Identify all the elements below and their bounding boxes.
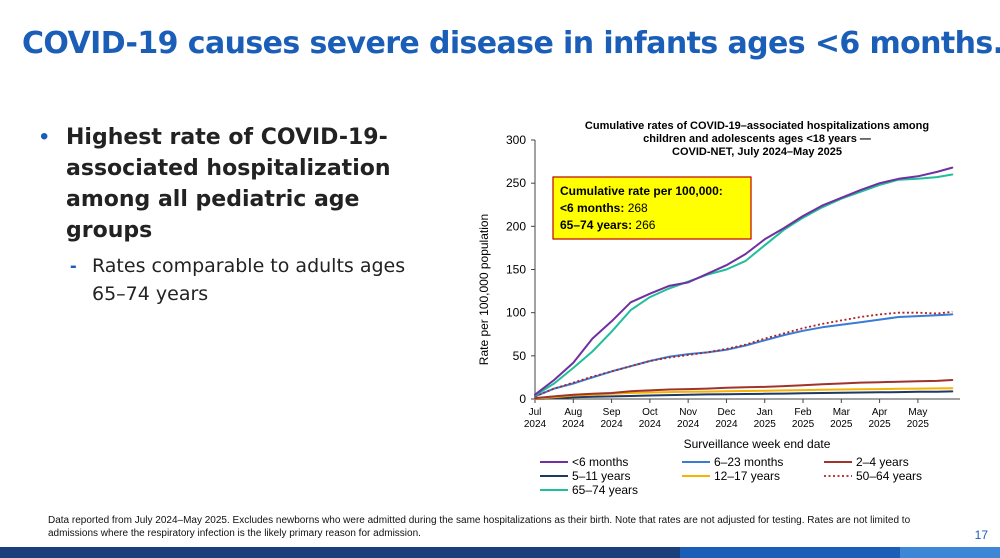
legend-label: 2–4 years xyxy=(856,455,909,469)
y-tick-label: 0 xyxy=(519,392,526,406)
line-chart: Cumulative rates of COVID-19–associated … xyxy=(477,120,960,497)
y-tick-label: 250 xyxy=(506,176,526,190)
x-tick-label-year: 2024 xyxy=(600,419,623,430)
footnote: Data reported from July 2024–May 2025. E… xyxy=(48,515,911,539)
x-tick-label-month: Nov xyxy=(679,407,697,418)
legend-label: 5–11 years xyxy=(572,469,630,483)
annotation-label: <6 months: xyxy=(560,201,628,215)
x-tick-label-month: Dec xyxy=(718,407,736,418)
chart-title-line: Cumulative rates of COVID-19–associated … xyxy=(585,120,929,132)
chart-title-line: children and adolescents ages <18 years … xyxy=(643,133,871,145)
y-tick-label: 100 xyxy=(506,306,526,320)
bullet-sub-text: Rates comparable to adults ages 65–74 ye… xyxy=(92,255,406,305)
annotation-value: 268 xyxy=(628,201,648,215)
bottom-bar-segment xyxy=(0,547,680,558)
y-axis-label: Rate per 100,000 population xyxy=(477,214,491,365)
x-tick-label-month: Apr xyxy=(872,407,888,418)
legend-label: 65–74 years xyxy=(572,483,638,497)
x-tick-label-year: 2024 xyxy=(677,419,700,430)
x-tick-label-year: 2024 xyxy=(562,419,585,430)
bullet-symbol: • xyxy=(40,123,49,150)
series-line-65-74-years xyxy=(534,173,954,397)
x-tick-label-month: Aug xyxy=(564,407,582,418)
annotation-line: 65–74 years: 266 xyxy=(560,218,656,232)
annotation-line: <6 months: 268 xyxy=(560,201,648,215)
chart-title-line: COVID-NET, July 2024–May 2025 xyxy=(672,146,842,158)
x-tick-label-month: Sep xyxy=(603,407,621,418)
bottom-bar xyxy=(0,547,1000,558)
x-tick-label-year: 2025 xyxy=(907,419,930,430)
annotation-value: 266 xyxy=(635,218,655,232)
x-tick-label-year: 2025 xyxy=(830,419,853,430)
bottom-bar-segment xyxy=(900,547,1000,558)
legend-label: 6–23 months xyxy=(714,455,783,469)
annotation-heading: Cumulative rate per 100,000: xyxy=(560,184,723,198)
x-tick-label-year: 2025 xyxy=(754,419,777,430)
bullet-list: • Highest rate of COVID-19-associated ho… xyxy=(40,122,440,308)
x-tick-label-year: 2024 xyxy=(639,419,662,430)
y-tick-label: 300 xyxy=(506,133,526,147)
bullet-main-text: Highest rate of COVID-19-associated hosp… xyxy=(66,125,391,243)
series-line-50-64-years xyxy=(534,310,953,398)
x-tick-label-year: 2024 xyxy=(715,419,738,430)
legend-label: 12–17 years xyxy=(714,469,780,483)
x-tick-label-year: 2025 xyxy=(792,419,815,430)
x-tick-label-year: 2024 xyxy=(524,419,547,430)
annotation-label: 65–74 years: xyxy=(560,218,635,232)
series-line-5-11-years xyxy=(534,390,954,400)
x-tick-label-month: Jan xyxy=(757,407,773,418)
legend-label: <6 months xyxy=(572,455,628,469)
x-tick-label-month: Jul xyxy=(529,407,542,418)
annotation-box xyxy=(552,176,752,240)
series-line-2-4-years xyxy=(534,379,954,400)
sub-bullet-item: - Rates comparable to adults ages 65–74 … xyxy=(40,252,440,308)
page-number: 17 xyxy=(974,528,988,542)
x-tick-label-month: Mar xyxy=(833,407,851,418)
slide-title: COVID-19 causes severe disease in infant… xyxy=(22,26,1000,61)
y-tick-label: 150 xyxy=(506,263,526,277)
x-tick-label-month: May xyxy=(908,407,927,418)
sub-bullet-symbol: - xyxy=(70,255,77,277)
x-tick-label-year: 2025 xyxy=(868,419,891,430)
series-line--6-months xyxy=(534,166,954,396)
legend-label: 50–64 years xyxy=(856,469,922,483)
x-axis-label: Surveillance week end date xyxy=(684,437,831,451)
x-tick-label-month: Feb xyxy=(794,407,812,418)
y-tick-label: 50 xyxy=(513,349,527,363)
series-line-6-23-months xyxy=(534,313,954,398)
y-tick-label: 200 xyxy=(506,219,526,233)
x-tick-label-month: Oct xyxy=(642,407,658,418)
bottom-bar-segment xyxy=(680,547,900,558)
bullet-item: • Highest rate of COVID-19-associated ho… xyxy=(40,122,440,246)
